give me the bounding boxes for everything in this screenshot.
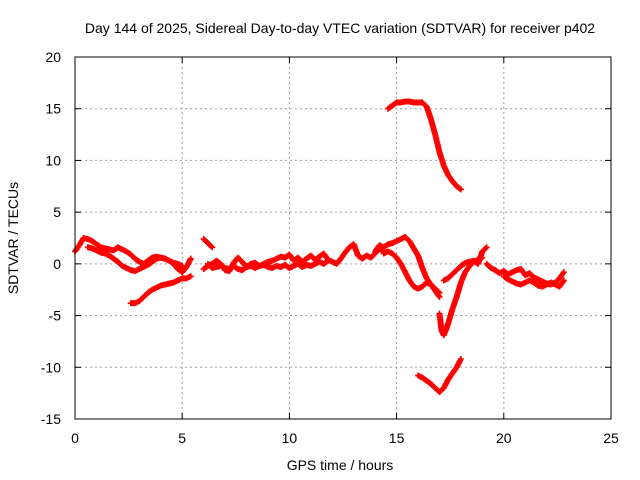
x-tick-label: 5 bbox=[178, 430, 186, 446]
y-tick-label: -15 bbox=[41, 411, 61, 427]
series-track-6h bbox=[200, 236, 216, 251]
series-track-low bbox=[415, 356, 464, 396]
data-points bbox=[72, 98, 567, 396]
data-point bbox=[187, 273, 194, 280]
series-track-high bbox=[385, 98, 464, 193]
grid-lines bbox=[75, 57, 611, 419]
series-track-late-lower bbox=[500, 273, 567, 290]
y-tick-label: 15 bbox=[45, 101, 61, 117]
data-point-interp bbox=[482, 245, 489, 252]
data-point bbox=[457, 186, 464, 193]
series-track-mid-lower bbox=[204, 257, 331, 274]
data-point bbox=[483, 244, 490, 251]
x-tick-label: 20 bbox=[496, 430, 512, 446]
x-tick-label: 10 bbox=[282, 430, 298, 446]
data-point bbox=[187, 255, 194, 262]
data-point bbox=[560, 277, 567, 284]
data-point-interp bbox=[208, 243, 215, 250]
y-tick-label: -5 bbox=[49, 308, 62, 324]
series-track-mid bbox=[200, 241, 387, 275]
y-tick-label: 5 bbox=[53, 204, 61, 220]
x-tick-label: 0 bbox=[71, 430, 79, 446]
x-axis-label: GPS time / hours bbox=[287, 457, 394, 473]
data-point bbox=[179, 262, 186, 269]
series-track-early-lower bbox=[84, 244, 186, 275]
data-point bbox=[436, 293, 443, 300]
series-track-late bbox=[483, 260, 567, 288]
plot-frame bbox=[74, 56, 612, 420]
data-point bbox=[209, 244, 216, 251]
y-tick-label: 0 bbox=[53, 256, 61, 272]
x-tick-label: 15 bbox=[389, 430, 405, 446]
y-tick-label: 20 bbox=[45, 49, 61, 65]
series-track-rising bbox=[127, 273, 194, 307]
series-track-18-19 bbox=[440, 244, 490, 284]
axis-ticks: 0 5 10 15 20 25 -15 -10 -5 0 5 10 15 20 bbox=[41, 49, 619, 446]
data-point bbox=[457, 356, 464, 363]
chart-title: Day 144 of 2025, Sidereal Day-to-day VTE… bbox=[85, 20, 595, 36]
y-tick-label: 10 bbox=[45, 152, 61, 168]
data-point bbox=[560, 269, 567, 276]
data-point bbox=[324, 257, 331, 264]
y-axis-label: SDTVAR / TECUs bbox=[5, 182, 21, 294]
x-tick-label: 25 bbox=[603, 430, 619, 446]
series-track-15-17 bbox=[380, 248, 443, 300]
y-tick-label: -10 bbox=[41, 359, 61, 375]
